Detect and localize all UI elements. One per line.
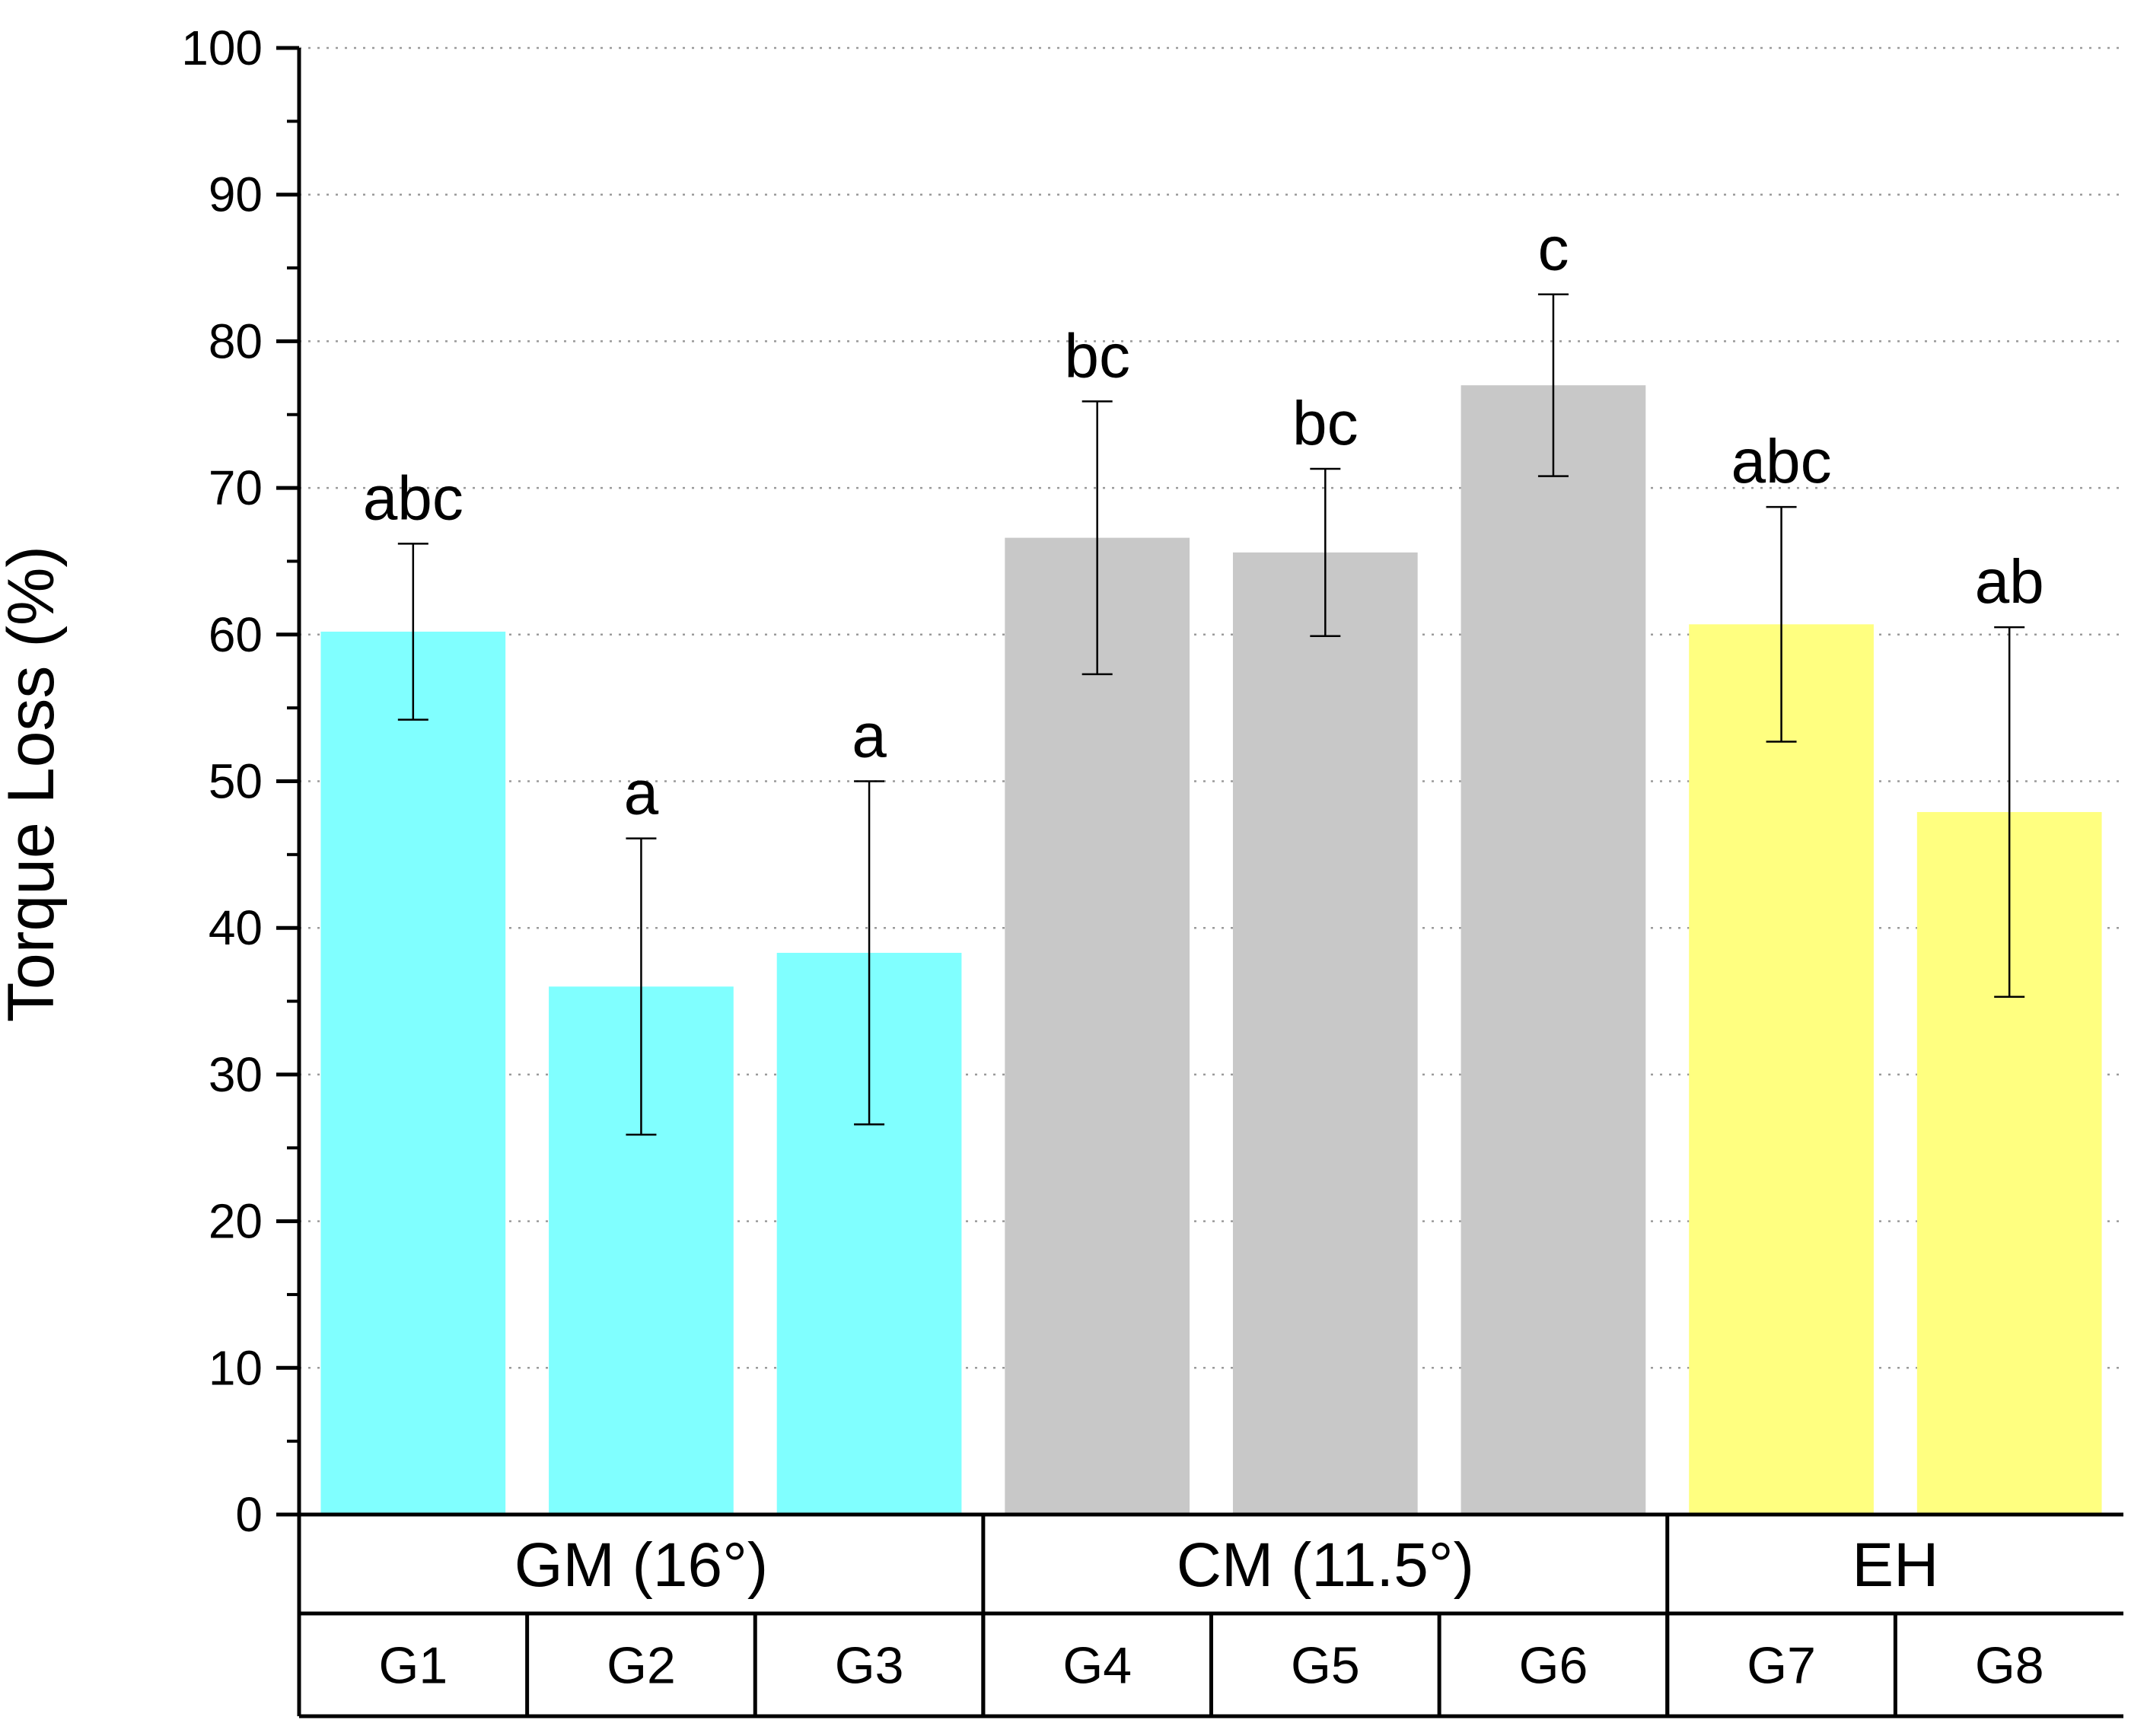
y-tick-label: 30 (209, 1047, 263, 1102)
y-tick-label: 10 (209, 1340, 263, 1395)
significance-label: c (1537, 215, 1569, 284)
significance-label: abc (363, 463, 463, 533)
significance-label: abc (1731, 427, 1831, 496)
y-tick-label: 100 (181, 21, 263, 75)
group-label: EH (1852, 1531, 1938, 1600)
error-bar-G4 (1081, 400, 1113, 676)
y-tick-label: 80 (209, 314, 263, 368)
category-table: GM (16°) CM (11.5°) EH G1 G2 G3 G4 G5 G6 G7 G8 (297, 1512, 2123, 1718)
significance-label: a (624, 759, 659, 828)
error-bar-G5 (1310, 467, 1341, 637)
y-tick-label: 40 (209, 900, 263, 955)
bar-G5 (1232, 552, 1418, 1515)
significance-label: bc (1292, 389, 1359, 458)
y-tick-label: 0 (235, 1487, 263, 1542)
error-bar-G1 (397, 543, 428, 721)
y-tick-label: 70 (209, 460, 263, 515)
y-tick-label: 60 (209, 607, 263, 662)
bar-G7 (1689, 624, 1874, 1515)
error-bar-G6 (1537, 293, 1569, 477)
y-tick-label: 50 (209, 754, 263, 809)
bar-G4 (1005, 537, 1190, 1515)
significance-label: ab (1975, 547, 2044, 616)
bar-G1 (320, 631, 506, 1515)
category-label: G5 (1291, 1637, 1360, 1695)
category-label: G1 (378, 1637, 448, 1695)
error-bars (397, 293, 2025, 1136)
error-bar-G3 (854, 780, 885, 1126)
error-bar-G7 (1766, 505, 1797, 743)
category-label: G3 (835, 1637, 904, 1695)
significance-label: bc (1064, 321, 1130, 390)
group-label: GM (16°) (514, 1531, 769, 1600)
category-label: G6 (1519, 1637, 1588, 1695)
y-axis: 0 10 20 30 40 50 60 70 80 90 100 (181, 21, 301, 1542)
bars (320, 385, 2102, 1515)
category-label: G4 (1062, 1637, 1132, 1695)
y-tick-label: 90 (209, 167, 263, 222)
y-axis-label: Torque Loss (%) (0, 546, 68, 1022)
category-label: G7 (1747, 1637, 1816, 1695)
group-label: CM (11.5°) (1177, 1531, 1474, 1600)
error-bar-G8 (1994, 626, 2025, 999)
category-label: G2 (607, 1637, 676, 1695)
error-bar-G2 (626, 837, 657, 1136)
significance-label: a (852, 702, 887, 771)
category-label: G8 (1975, 1637, 2044, 1695)
bar-G6 (1461, 385, 1646, 1515)
y-tick-label: 20 (209, 1194, 263, 1249)
